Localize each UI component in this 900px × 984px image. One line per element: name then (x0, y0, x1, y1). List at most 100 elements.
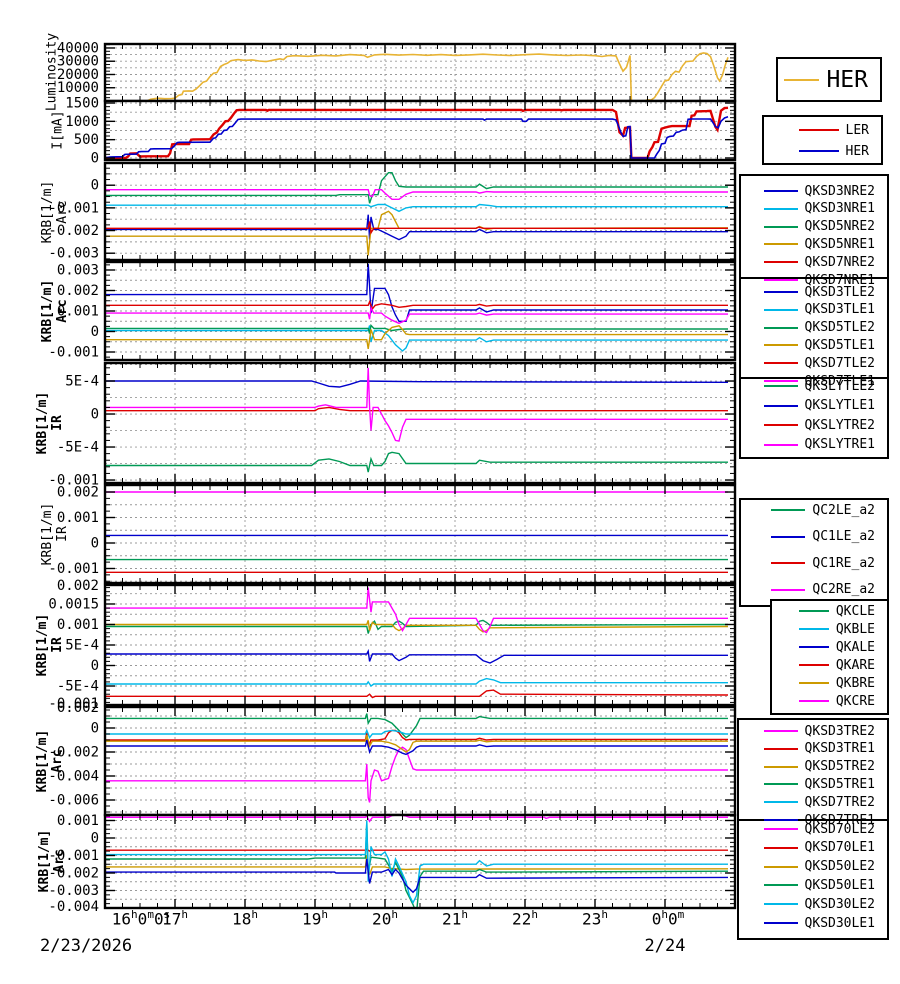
legend-label: QKCRE (835, 693, 875, 709)
legend-label: QKSD3TLE1 (804, 302, 875, 318)
legend-item-QKCLE: QKCLE (778, 603, 875, 619)
legend-label: QC1LE_a2 (812, 529, 875, 544)
legend-label: QKCLE (835, 603, 875, 619)
legend-label: QKSD30LE1 (804, 915, 875, 931)
series-QKSD30LE2 (106, 820, 728, 905)
y-axis-title-panel-6: KRB[1/m] IR (35, 613, 65, 677)
legend-item-QC1RE_a2: QC1RE_a2 (747, 555, 875, 571)
legend-label: QC2RE_a2 (812, 582, 875, 597)
series-QKSD7NRE1 (106, 188, 728, 201)
legend-label: QKSLYTLE2 (804, 378, 875, 394)
legend-item-QKSD70LE1: QKSD70LE1 (745, 840, 875, 856)
panel-2: 0 -0.001 -0.002 -0.003 (48, 161, 737, 262)
legend-line-swatch (763, 819, 798, 821)
legend-line-swatch (763, 404, 798, 407)
y-tick-label: 0 (91, 324, 99, 340)
series-QKSD3NRE1 (106, 203, 728, 213)
series-QKSLYTLE1 (106, 380, 729, 388)
y-axis-title-panel-7: KRB[1/m] Arc (35, 729, 65, 793)
legend-box-qk (770, 599, 889, 715)
legend-label: QKSD30LE2 (804, 896, 875, 912)
legend-line-swatch (763, 291, 798, 293)
legend-item-QKBLE: QKBLE (778, 621, 875, 637)
legend-item-QKSD5TLE1: QKSD5TLE1 (747, 337, 875, 353)
y-tick-label: 0.001 (57, 510, 99, 526)
series-QKSD5TRE2 (106, 735, 728, 753)
series-QKSD7TRE2 (106, 728, 728, 740)
y-tick-label: -0.001 (48, 696, 99, 712)
y-tick-label: -0.002 (48, 745, 99, 761)
y-tick-label: 0.002 (57, 700, 99, 716)
y-tick-label: 0 (91, 150, 99, 166)
y-tick-label: 20000 (57, 67, 99, 83)
legend-label: QC2LE_a2 (812, 502, 875, 518)
date-label-right: 2/24 (644, 936, 686, 956)
legend-item-QKSD5TLE2: QKSD5TLE2 (747, 320, 875, 336)
y-tick-label: -0.001 (48, 848, 99, 864)
legend-box-qc (739, 498, 889, 607)
x-tick-label: 20h (372, 908, 398, 929)
legend-box-ksly (739, 377, 889, 459)
series-HER (106, 52, 729, 101)
legend-label: QKSLYTLE1 (804, 398, 875, 413)
legend-label: QKSD70LE1 (804, 840, 875, 856)
y-tick-label: 0 (91, 658, 99, 674)
y-tick-label: 0.0015 (48, 596, 99, 612)
legend-line-swatch (763, 190, 798, 192)
y-tick-label: 1000 (65, 114, 99, 130)
legend-item-QKCRE: QKCRE (778, 693, 875, 709)
y-tick-label: 0.002 (57, 283, 99, 299)
y-tick-label: 0.001 (57, 304, 99, 320)
legend-label: QKSD3NRE1 (804, 201, 875, 217)
legend-item-QKSD7TLE1: QKSD7TLE1 (747, 373, 875, 389)
x-tick-label: 17h (162, 908, 188, 929)
legend-line-swatch (763, 261, 798, 264)
legend-line-swatch (798, 610, 829, 612)
legend-label: QKSD50LE1 (804, 877, 875, 893)
y-tick-label: -0.004 (48, 899, 99, 915)
legend-line-swatch (763, 747, 798, 750)
series-QKSD3NRE2 (106, 214, 728, 241)
legend-item-QKSD3TRE2: QKSD3TRE2 (745, 723, 875, 739)
legend-item-QKSD70LE2: QKSD70LE2 (745, 821, 875, 837)
legend-label: QKSD5TRE2 (804, 759, 875, 775)
panel-6: 0.002 0.0015 0.001 5E-4 0 -5E-4-0.001 (48, 578, 737, 712)
y-axis-title-panel-8: KRB[1/m] Arc (37, 829, 67, 893)
panel-1: 1500 1000 500 0 (65, 96, 737, 166)
x-tick-label: 21h (442, 908, 468, 929)
legend-line-swatch (763, 846, 798, 849)
y-tick-label: -0.001 (48, 473, 99, 489)
legend-line-swatch (763, 362, 798, 365)
y-tick-label: -5E-4 (57, 679, 99, 695)
legend-item-QKSD30LE1: QKSD30LE1 (745, 915, 875, 931)
legend-line-swatch (763, 903, 798, 906)
legend-label: QKSD5TLE1 (804, 337, 875, 353)
y-tick-label: 500 (74, 132, 99, 148)
legend-label: QKSD50LE2 (804, 859, 875, 875)
legend-label: QKSLYTRE2 (804, 417, 875, 433)
legend-line-swatch (763, 828, 798, 830)
series-QKSD3TLE2 (106, 263, 728, 322)
series-QKCRE (106, 587, 728, 634)
legend-label: QKSD7NRE2 (804, 254, 875, 270)
legend-line-swatch (763, 385, 798, 387)
legend-line-swatch (763, 730, 798, 732)
legend-line-swatch (798, 628, 829, 630)
legend-line-swatch (784, 79, 820, 81)
legend-item-HER: HER (770, 143, 869, 159)
series-QKSD7TLE1 (106, 305, 728, 325)
legend-item-QKSD5TRE2: QKSD5TRE2 (745, 759, 875, 775)
x-tick-label: 0h0m (651, 908, 685, 929)
legend-label: QKSLYTRE1 (804, 437, 875, 452)
legend-item-QKALE: QKALE (778, 639, 875, 655)
legend-item-QKBRE: QKBRE (778, 675, 875, 691)
y-tick-label: 10000 (57, 80, 99, 96)
legend-line-swatch (798, 700, 829, 702)
series-QKSD5NRE2 (106, 171, 728, 204)
legend-line-swatch (763, 783, 798, 786)
legend-label: LER (845, 122, 869, 138)
x-tick-label: 22h (512, 908, 538, 929)
legend-line-swatch (798, 664, 829, 666)
y-tick-label: 0.002 (57, 578, 99, 594)
